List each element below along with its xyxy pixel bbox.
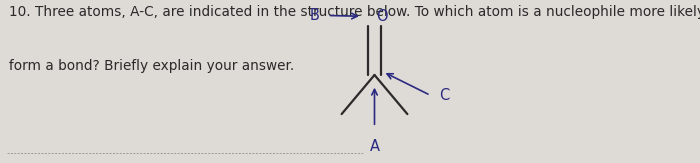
Text: A: A [370,139,379,154]
Text: C: C [440,88,449,103]
Text: form a bond? Briefly explain your answer.: form a bond? Briefly explain your answer… [9,59,295,73]
Text: B: B [310,8,320,23]
Text: O: O [376,9,387,24]
Text: 10. Three atoms, A-C, are indicated in the structure below. To which atom is a n: 10. Three atoms, A-C, are indicated in t… [9,5,700,19]
